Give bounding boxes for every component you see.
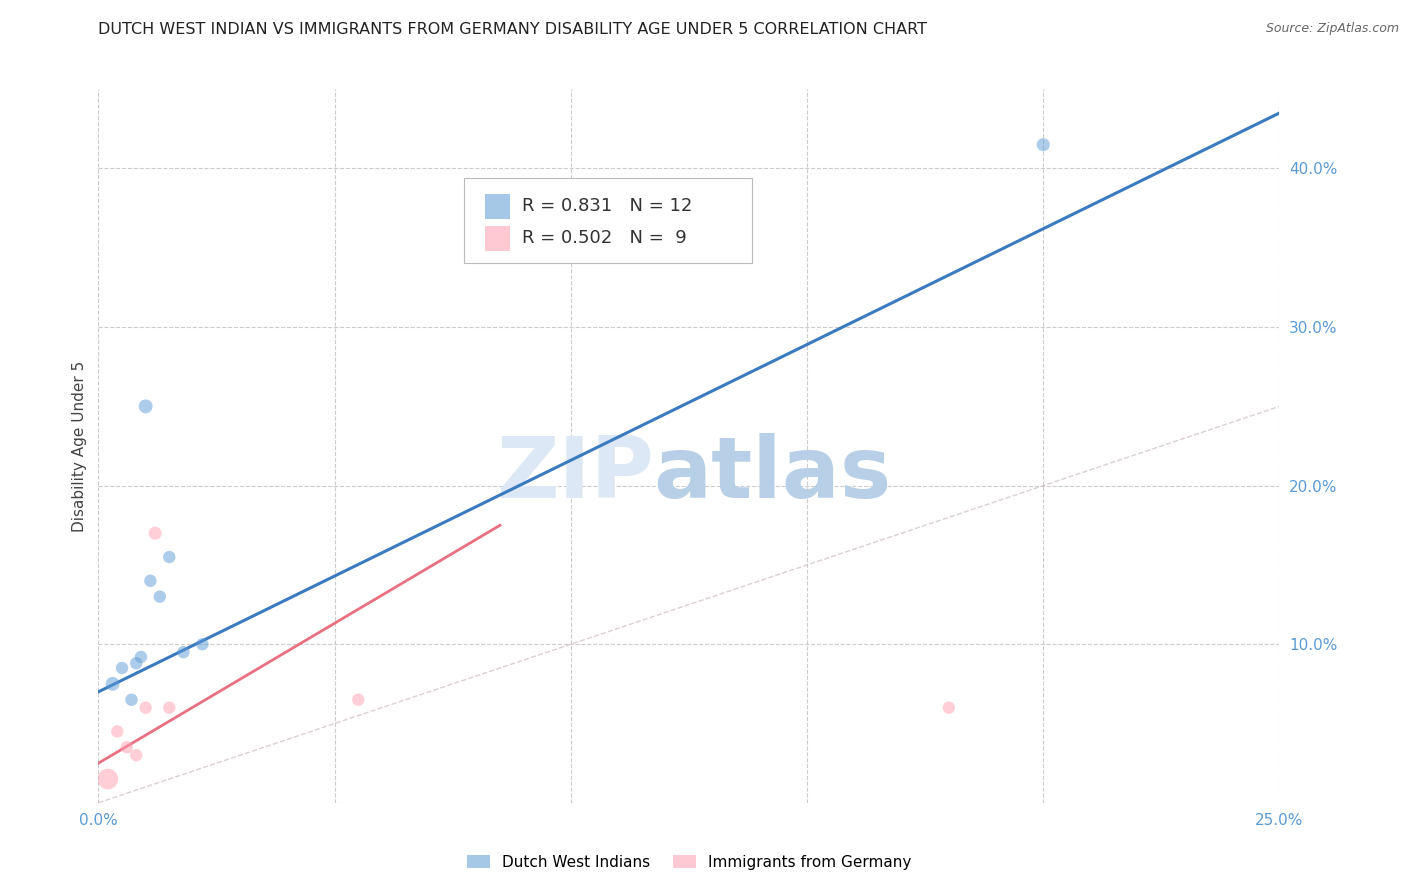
Text: ZIP: ZIP: [496, 433, 654, 516]
Point: [938, 700, 960, 714]
Point: [125, 657, 148, 671]
Text: R = 0.502   N =  9: R = 0.502 N = 9: [522, 229, 686, 247]
Point: [1032, 137, 1054, 152]
Point: [121, 692, 143, 706]
Point: [101, 677, 124, 691]
Text: atlas: atlas: [654, 433, 891, 516]
Text: R = 0.831   N = 12: R = 0.831 N = 12: [522, 197, 692, 215]
Y-axis label: Disability Age Under 5: Disability Age Under 5: [72, 360, 87, 532]
Point: [157, 549, 180, 564]
Point: [149, 590, 172, 604]
Point: [157, 700, 180, 714]
Point: [347, 692, 370, 706]
Text: DUTCH WEST INDIAN VS IMMIGRANTS FROM GERMANY DISABILITY AGE UNDER 5 CORRELATION : DUTCH WEST INDIAN VS IMMIGRANTS FROM GER…: [98, 22, 928, 37]
Point: [129, 649, 152, 664]
Point: [139, 574, 162, 588]
Point: [97, 772, 120, 786]
Point: [135, 400, 157, 414]
Point: [143, 526, 166, 541]
Point: [111, 661, 134, 675]
Point: [105, 724, 128, 739]
Point: [115, 740, 138, 755]
Point: [191, 637, 214, 651]
Text: Source: ZipAtlas.com: Source: ZipAtlas.com: [1265, 22, 1399, 36]
Point: [125, 748, 148, 763]
Point: [172, 645, 194, 659]
Point: [135, 700, 157, 714]
Legend: Dutch West Indians, Immigrants from Germany: Dutch West Indians, Immigrants from Germ…: [458, 847, 920, 877]
